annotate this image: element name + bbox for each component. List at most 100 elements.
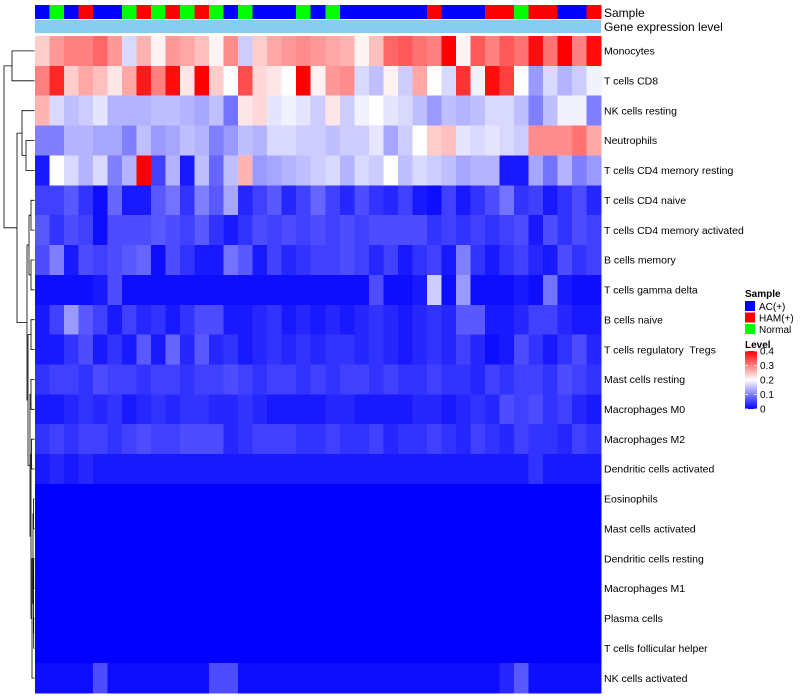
heatmap-cell [426,95,442,126]
heatmap-cell [426,304,442,336]
heatmap-cell [412,543,428,574]
heatmap-cell [78,215,94,246]
heatmap-cell [513,394,529,425]
heatmap-cell [252,155,268,186]
heatmap-cell [238,454,254,485]
heatmap-cell [151,36,167,67]
heatmap-cell [93,543,108,574]
heatmap-cell [194,633,210,664]
heatmap-cell [238,185,254,216]
heatmap-cell [528,633,544,664]
heatmap-cell [542,394,558,425]
heatmap-cell [455,603,471,634]
sample-annotation-cell [412,5,428,19]
heatmap-cell [252,65,268,97]
heatmap-cell [528,95,544,126]
heatmap-cell [281,215,297,246]
heatmap-cell [238,364,254,395]
heatmap-cell [368,663,384,694]
heatmap-cell [194,155,210,186]
heatmap-cell [542,274,558,306]
heatmap-cell [107,394,123,425]
heatmap-cell [136,304,152,336]
heatmap-cell [470,155,486,186]
heatmap-cell [470,245,486,276]
heatmap-cell [64,663,79,694]
heatmap-cell [93,334,108,365]
heatmap-cell [383,573,399,604]
heatmap-cell [180,364,196,395]
heatmap-cell [267,483,283,515]
heatmap-cell [426,155,442,186]
heatmap-cell [49,215,65,246]
heatmap-cell [194,513,210,545]
heatmap-cell [441,215,457,246]
heatmap-cell [165,424,181,455]
heatmap-cell [528,513,544,545]
heatmap-cell [267,424,283,455]
heatmap-cell [194,65,210,97]
heatmap-cell [528,36,544,67]
heatmap-cell [93,36,108,67]
heatmap-cell [122,215,137,246]
heatmap-cell [64,95,79,126]
heatmap-cell [136,36,152,67]
heatmap-cell [455,185,471,216]
heatmap-cell [238,245,254,276]
heatmap-cell [209,663,225,694]
heatmap-cell [296,155,312,186]
heatmap-cell [339,454,355,485]
heatmap-cell [64,633,79,664]
heatmap-cell [470,274,486,306]
sample-annotation-cell [484,5,500,19]
heatmap-cell [441,65,457,97]
sample-annotation-cell [49,5,65,19]
heatmap-cell [557,215,573,246]
heatmap-cell [513,274,529,306]
heatmap-cell [223,334,239,365]
heatmap-cell [499,95,515,126]
heatmap-cell [354,364,370,395]
heatmap-cell [383,185,399,216]
gene-expression-annotation-label: Gene expression level [604,20,723,34]
row-label: Monocytes [604,46,655,58]
heatmap-cell [383,663,399,694]
heatmap-cell [571,424,587,455]
heatmap-cell [571,125,587,156]
heatmap-cell [470,573,486,604]
heatmap-cell [528,155,544,186]
heatmap-cell [557,424,573,455]
heatmap-cell [354,36,370,67]
heatmap-cell [180,663,196,694]
heatmap-cell [223,185,239,216]
heatmap-cell [78,36,94,67]
heatmap-cell [281,663,297,694]
heatmap-cell [194,603,210,634]
heatmap-cell [49,36,65,67]
heatmap-cell [136,603,152,634]
heatmap-cell [165,65,181,97]
heatmap-cell [354,603,370,634]
heatmap-cell [571,334,587,365]
heatmap-cell [484,65,500,97]
heatmap-cell [557,125,573,156]
heatmap-cell [310,633,326,664]
heatmap-cell [165,603,181,634]
heatmap-cell [49,633,65,664]
heatmap-cell [470,95,486,126]
heatmap-cell [339,245,355,276]
heatmap-cell [455,633,471,664]
heatmap-cell [267,394,283,425]
heatmap-cell [151,483,167,515]
heatmap-cell [310,483,326,515]
heatmap-cell [252,36,268,67]
heatmap-cell [78,274,94,306]
heatmap-cell [484,185,500,216]
heatmap-cell [325,543,341,574]
heatmap-cell [426,185,442,216]
heatmap-cell [310,543,326,574]
heatmap-cell [223,364,239,395]
heatmap-cell [35,36,50,67]
heatmap-cell [122,364,137,395]
heatmap-cell [412,65,428,97]
